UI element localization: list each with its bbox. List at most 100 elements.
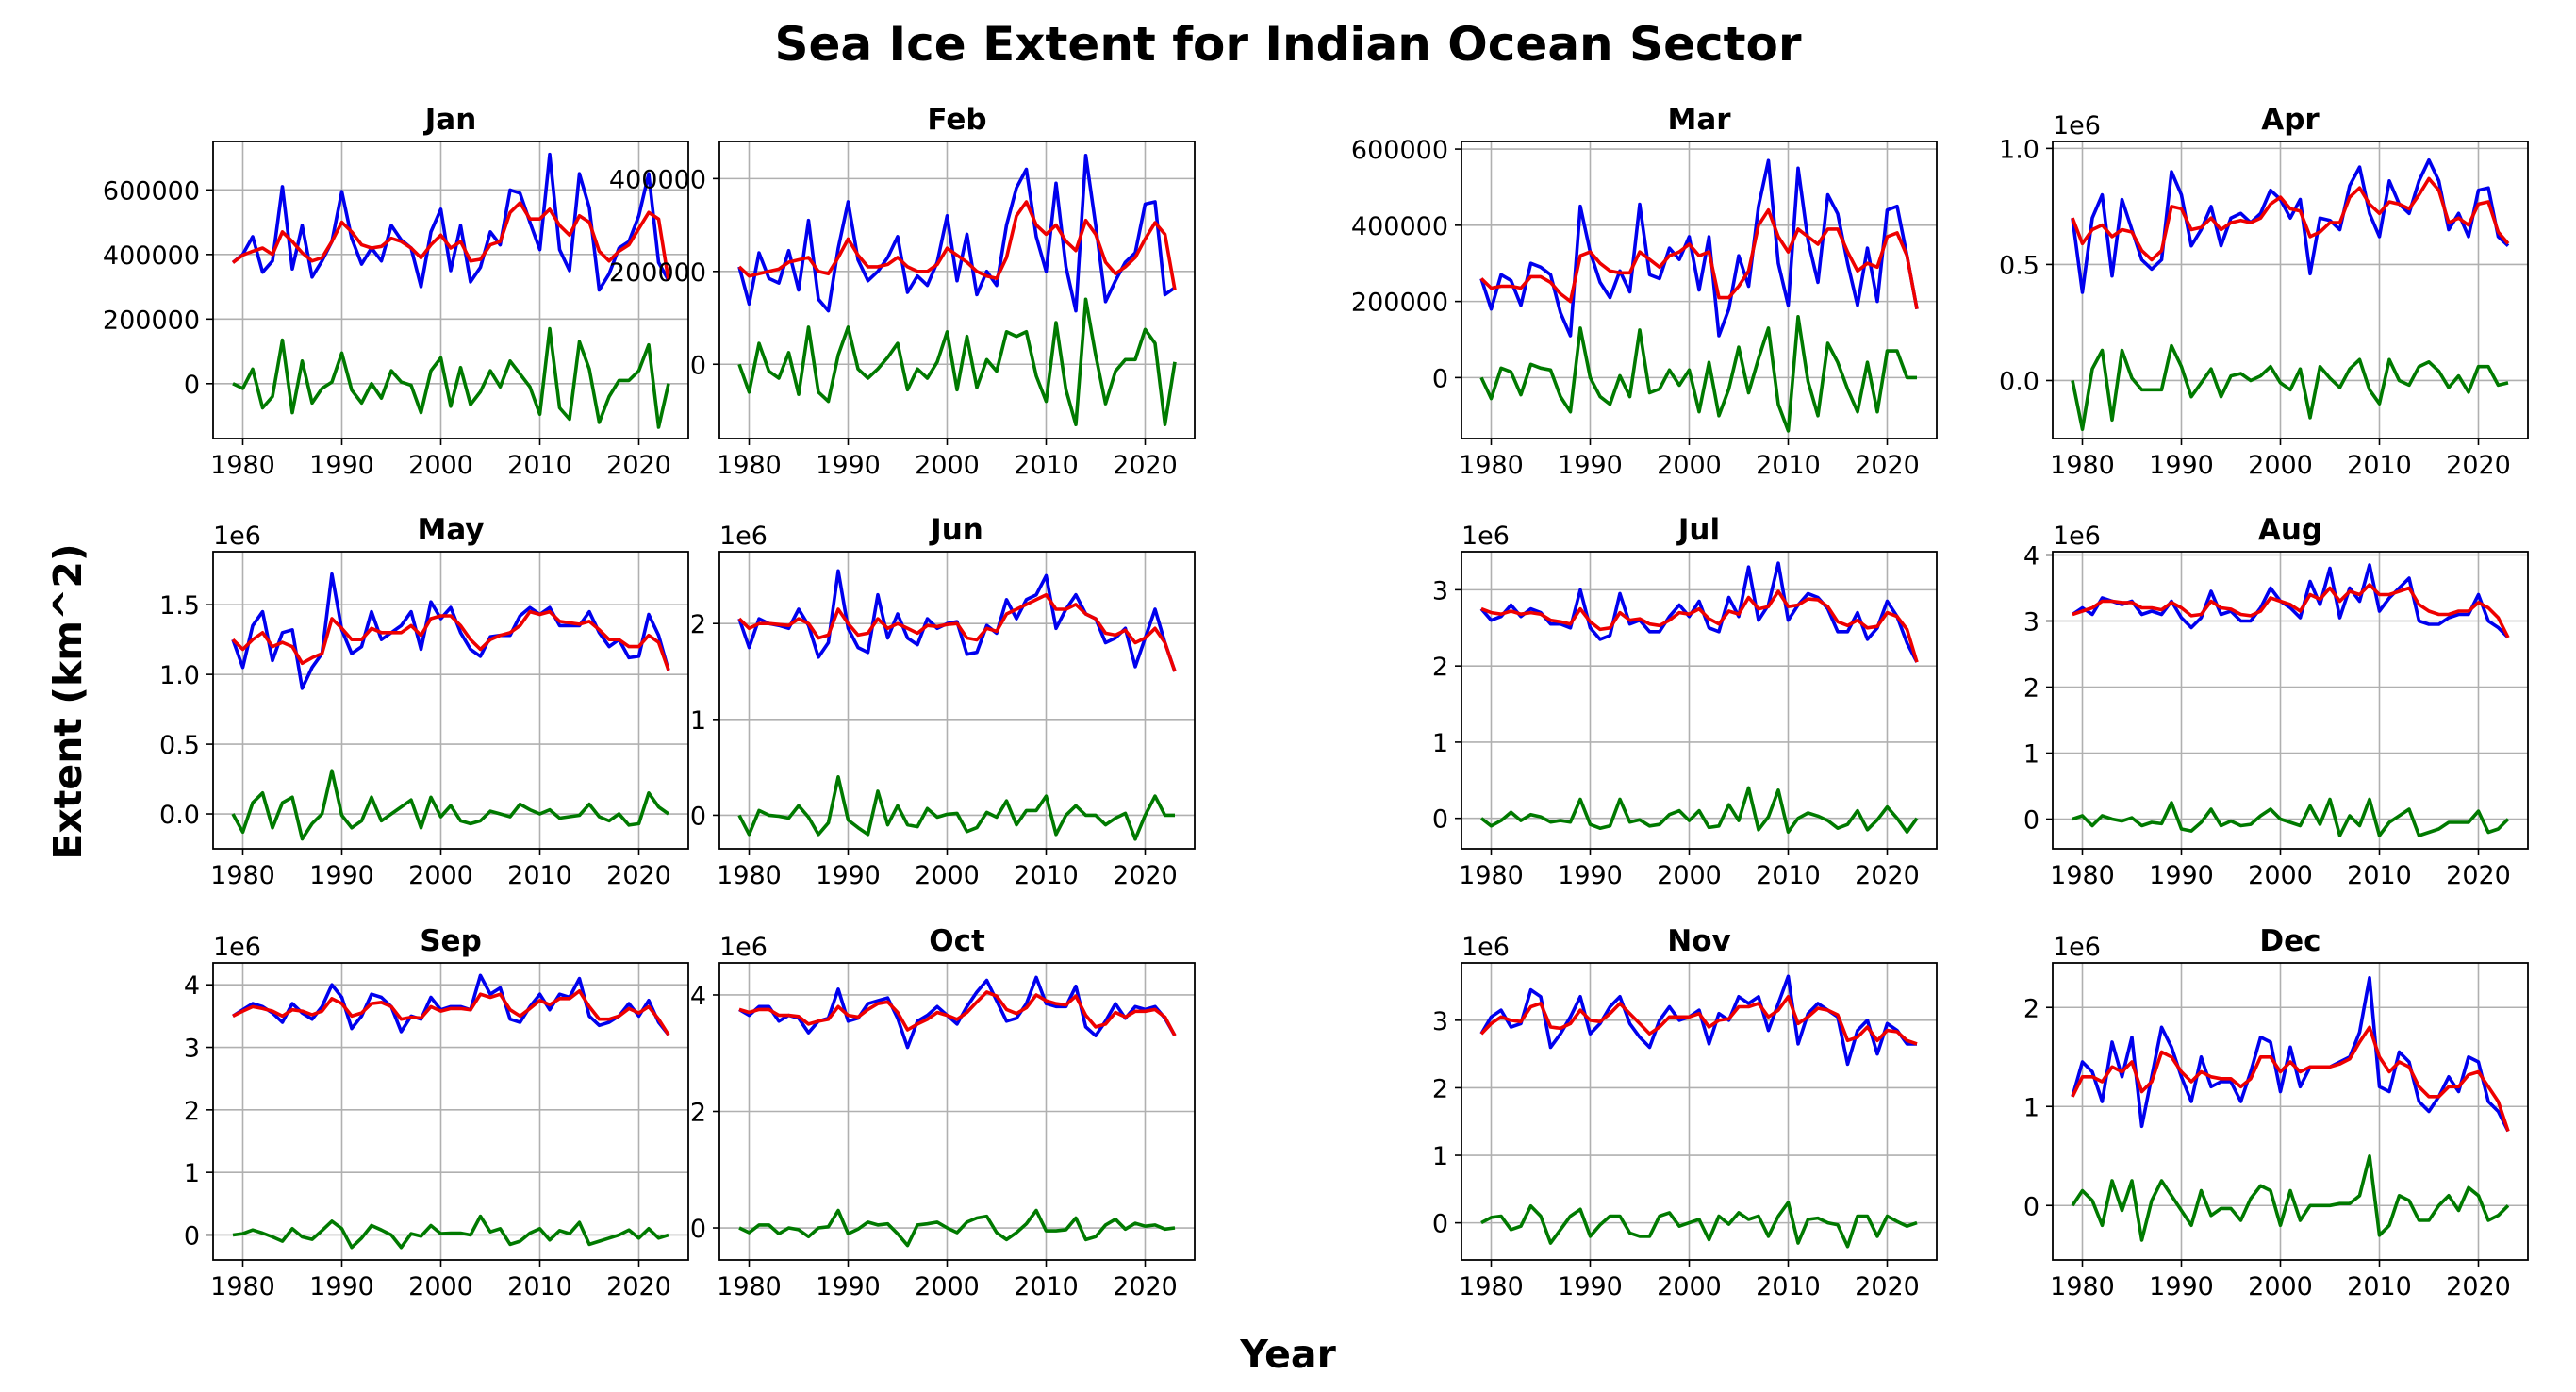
y-tick-label: 2 bbox=[2023, 674, 2039, 704]
y-tick-label: 2 bbox=[690, 1099, 706, 1128]
series-2-line bbox=[1479, 207, 1919, 310]
x-tick-label: 2020 bbox=[2446, 451, 2511, 480]
series-1-line bbox=[2072, 563, 2510, 639]
y-tick-label: 0 bbox=[1432, 805, 1448, 835]
subplot-mar: 1980 1990 2000 2010 2020 0 200000 400000 600000 M… bbox=[1351, 103, 1938, 480]
y-tick-label: 0 bbox=[2023, 806, 2039, 836]
subplot-title: Feb bbox=[927, 103, 986, 137]
y-tick-label: 0.0 bbox=[159, 801, 200, 830]
y-axis-offset-label: 1e6 bbox=[2053, 522, 2101, 551]
series-1-line bbox=[1479, 561, 1919, 663]
x-tick-label: 2010 bbox=[1014, 861, 1079, 890]
y-tick-label: 400000 bbox=[103, 241, 200, 271]
y-tick-label: 1 bbox=[1432, 1142, 1448, 1171]
x-tick-label: 2010 bbox=[1014, 451, 1079, 480]
subplot-jun: 1980 1990 2000 2010 2020 0 1 2 1e6 Jun bbox=[690, 513, 1196, 890]
axes-frame bbox=[718, 551, 1196, 850]
x-tick-label: 1980 bbox=[210, 451, 275, 480]
y-tick-label: 0.0 bbox=[1999, 367, 2039, 396]
series-1-line bbox=[737, 569, 1177, 672]
series-3-line bbox=[2072, 797, 2510, 837]
y-tick-label: 1.0 bbox=[1999, 135, 2039, 164]
series-1-line bbox=[231, 572, 670, 690]
series-2-line bbox=[738, 990, 1177, 1037]
series-2-line bbox=[232, 989, 670, 1036]
series-3-line bbox=[231, 769, 670, 841]
figure-y-label: Extent (km^2) bbox=[45, 543, 91, 859]
x-tick-label: 1990 bbox=[816, 451, 881, 480]
series-3-line bbox=[232, 326, 670, 429]
y-axis-offset-label: 1e6 bbox=[2053, 111, 2101, 141]
x-tick-label: 1990 bbox=[309, 1272, 374, 1301]
series-3-line bbox=[1480, 1201, 1918, 1249]
series-2-line bbox=[2072, 583, 2510, 638]
x-tick-label: 2000 bbox=[408, 451, 473, 480]
y-tick-label: 200000 bbox=[103, 306, 200, 335]
subplot-aug: 1980 1990 2000 2010 2020 0 1 2 3 4 1e6 Aug bbox=[2023, 513, 2529, 890]
axes-frame bbox=[2052, 551, 2529, 850]
series-1-line bbox=[1479, 158, 1919, 338]
subplot-grid: 1980 1990 2000 2010 20200200000400000600000J… bbox=[103, 103, 2529, 1301]
x-tick-label: 2010 bbox=[507, 451, 572, 480]
x-tick-label: 2020 bbox=[1113, 451, 1178, 480]
y-tick-label: 1 bbox=[690, 706, 706, 736]
series-2-line bbox=[737, 592, 1177, 672]
y-tick-label: 1 bbox=[2023, 1093, 2039, 1122]
y-tick-label: 0 bbox=[184, 1221, 200, 1251]
series-3-line bbox=[1479, 314, 1917, 433]
x-tick-label: 1980 bbox=[210, 1272, 275, 1301]
x-tick-label: 2000 bbox=[1657, 861, 1722, 890]
series-1-line bbox=[231, 152, 670, 292]
series-2-line bbox=[737, 200, 1177, 290]
y-tick-label: 400000 bbox=[1351, 212, 1448, 241]
series-3-line bbox=[2071, 1154, 2510, 1242]
x-tick-label: 2010 bbox=[1014, 1272, 1079, 1301]
subplot-jan: 1980 1990 2000 2010 2020 0 200000 400000 600000 J… bbox=[103, 103, 689, 480]
x-tick-label: 2020 bbox=[606, 861, 671, 890]
series-3-line bbox=[738, 1208, 1176, 1248]
y-tick-label: 200000 bbox=[609, 258, 706, 288]
x-tick-label: 2010 bbox=[507, 861, 572, 890]
y-tick-label: 3 bbox=[184, 1035, 200, 1064]
x-tick-label: 2010 bbox=[2347, 861, 2412, 890]
x-tick-label: 1990 bbox=[2149, 1272, 2214, 1301]
axes-frame bbox=[2052, 141, 2529, 439]
figure-x-label: Year bbox=[1239, 1332, 1336, 1377]
x-tick-label: 2010 bbox=[1756, 1272, 1821, 1301]
y-tick-label: 0 bbox=[690, 1215, 706, 1244]
x-tick-label: 1990 bbox=[309, 861, 374, 890]
subplot-title: Jun bbox=[929, 513, 983, 547]
subplot-jul: 1980 1990 2000 2010 2020 0 1 2 3 1e6 Jul bbox=[1432, 513, 1938, 890]
x-tick-label: 2020 bbox=[1113, 1272, 1178, 1301]
series-3-line bbox=[1479, 786, 1919, 835]
x-tick-label: 2000 bbox=[915, 1272, 980, 1301]
x-tick-label: 2020 bbox=[606, 1272, 671, 1301]
y-axis-offset-label: 1e6 bbox=[1461, 933, 1510, 962]
series-1-line bbox=[2071, 976, 2510, 1133]
axes-frame bbox=[1461, 551, 1938, 850]
subplot-title: Dec bbox=[2259, 924, 2320, 958]
subplot-title: Aug bbox=[2258, 513, 2322, 547]
series-1-line bbox=[737, 154, 1177, 313]
y-tick-label: 400000 bbox=[609, 165, 706, 194]
x-tick-label: 1990 bbox=[2149, 451, 2214, 480]
x-tick-label: 2010 bbox=[1756, 861, 1821, 890]
x-tick-label: 2000 bbox=[2248, 1272, 2313, 1301]
series-2-line bbox=[1479, 995, 1918, 1046]
x-tick-label: 1990 bbox=[309, 451, 374, 480]
x-tick-label: 2020 bbox=[1113, 861, 1178, 890]
y-tick-label: 4 bbox=[690, 982, 706, 1011]
x-tick-label: 2000 bbox=[2248, 861, 2313, 890]
series-3-line bbox=[737, 297, 1177, 427]
subplot-title: Nov bbox=[1667, 924, 1730, 958]
subplot-oct: 1980 1990 2000 2010 2020 0 2 4 1e6 Oct bbox=[690, 924, 1196, 1301]
x-tick-label: 2000 bbox=[2248, 451, 2313, 480]
axes-frame bbox=[212, 962, 689, 1261]
x-tick-label: 2000 bbox=[408, 1272, 473, 1301]
y-tick-label: 1.5 bbox=[159, 591, 200, 621]
subplot-feb: 1980 1990 2000 2010 2020 0 200000 400000 Feb bbox=[609, 103, 1196, 480]
x-tick-label: 1990 bbox=[1558, 1272, 1623, 1301]
subplot-title: Mar bbox=[1667, 103, 1731, 137]
subplot-nov: 1980 1990 2000 2010 2020 0 1 2 3 1e6 Nov bbox=[1432, 924, 1938, 1301]
